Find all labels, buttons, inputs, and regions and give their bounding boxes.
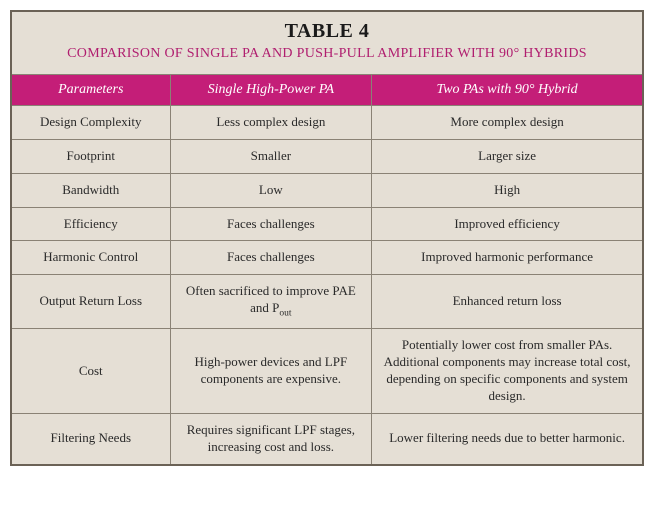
cell-two-pas: High: [372, 173, 642, 207]
table-number: TABLE 4: [24, 20, 630, 43]
cell-single-pa: Faces challenges: [170, 241, 372, 275]
cell-two-pas: Larger size: [372, 139, 642, 173]
comparison-table-4: TABLE 4 COMPARISON OF SINGLE PA AND PUSH…: [10, 10, 644, 466]
table-body: Design ComplexityLess complex designMore…: [12, 105, 642, 463]
table-row: CostHigh-power devices and LPF component…: [12, 329, 642, 414]
cell-single-pa: Less complex design: [170, 105, 372, 139]
cell-parameter: Cost: [12, 329, 170, 414]
table-row: BandwidthLowHigh: [12, 173, 642, 207]
cell-two-pas: Potentially lower cost from smaller PAs.…: [372, 329, 642, 414]
cell-parameter: Output Return Loss: [12, 275, 170, 329]
column-header-single-pa: Single High-Power PA: [170, 75, 372, 106]
cell-single-pa: Often sacrificed to improve PAE and Pout: [170, 275, 372, 329]
cell-parameter: Bandwidth: [12, 173, 170, 207]
table-row: FootprintSmallerLarger size: [12, 139, 642, 173]
cell-parameter: Harmonic Control: [12, 241, 170, 275]
cell-single-pa: Low: [170, 173, 372, 207]
cell-single-pa: Smaller: [170, 139, 372, 173]
cell-two-pas: Improved harmonic performance: [372, 241, 642, 275]
cell-parameter: Design Complexity: [12, 105, 170, 139]
column-header-two-pas: Two PAs with 90° Hybrid: [372, 75, 642, 106]
table-row: EfficiencyFaces challengesImproved effic…: [12, 207, 642, 241]
cell-parameter: Footprint: [12, 139, 170, 173]
cell-two-pas: Improved efficiency: [372, 207, 642, 241]
cell-two-pas: Lower filtering needs due to better harm…: [372, 413, 642, 463]
table-row: Output Return LossOften sacrificed to im…: [12, 275, 642, 329]
cell-single-pa: High-power devices and LPF components ar…: [170, 329, 372, 414]
cell-single-pa: Faces challenges: [170, 207, 372, 241]
cell-two-pas: More complex design: [372, 105, 642, 139]
table-row: Harmonic ControlFaces challengesImproved…: [12, 241, 642, 275]
cell-parameter: Efficiency: [12, 207, 170, 241]
column-header-parameters: Parameters: [12, 75, 170, 106]
table-title-block: TABLE 4 COMPARISON OF SINGLE PA AND PUSH…: [12, 12, 642, 75]
table-row: Filtering NeedsRequires significant LPF …: [12, 413, 642, 463]
comparison-table: Parameters Single High-Power PA Two PAs …: [12, 75, 642, 464]
table-caption: COMPARISON OF SINGLE PA AND PUSH-PULL AM…: [24, 45, 630, 64]
table-header-row: Parameters Single High-Power PA Two PAs …: [12, 75, 642, 106]
table-row: Design ComplexityLess complex designMore…: [12, 105, 642, 139]
cell-two-pas: Enhanced return loss: [372, 275, 642, 329]
cell-parameter: Filtering Needs: [12, 413, 170, 463]
cell-single-pa: Requires significant LPF stages, increas…: [170, 413, 372, 463]
